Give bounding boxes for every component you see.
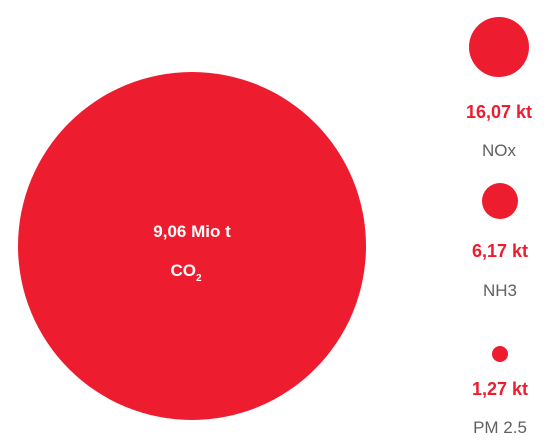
bubble-co2-label-subscript: 2 xyxy=(196,273,202,284)
bubble-nh3-value-label: 6,17 kt xyxy=(472,241,528,261)
bubble-pm25-category-label: PM 2.5 xyxy=(473,418,527,437)
bubble-group-co2: 9,06 Mio t CO2 xyxy=(18,72,366,420)
bubble-group-nox: 16,07 kt NOx xyxy=(466,17,532,160)
bubble-nox-value-label: 16,07 kt xyxy=(466,102,532,122)
bubble-co2-category-label: CO2 xyxy=(170,261,202,284)
bubble-group-nh3: 6,17 kt NH3 xyxy=(472,183,528,300)
bubble-nox-category-label: NOx xyxy=(482,141,517,160)
bubble-co2-label-main: CO xyxy=(170,261,196,280)
bubble-co2 xyxy=(18,72,366,420)
bubble-nox xyxy=(469,17,529,77)
bubble-co2-value-label: 9,06 Mio t xyxy=(153,222,231,241)
bubble-nh3-category-label: NH3 xyxy=(483,281,517,300)
bubble-group-pm25: 1,27 kt PM 2.5 xyxy=(472,346,528,437)
bubble-pm25-value-label: 1,27 kt xyxy=(472,379,528,399)
bubble-pm25 xyxy=(492,346,508,362)
bubble-nh3 xyxy=(482,183,518,219)
